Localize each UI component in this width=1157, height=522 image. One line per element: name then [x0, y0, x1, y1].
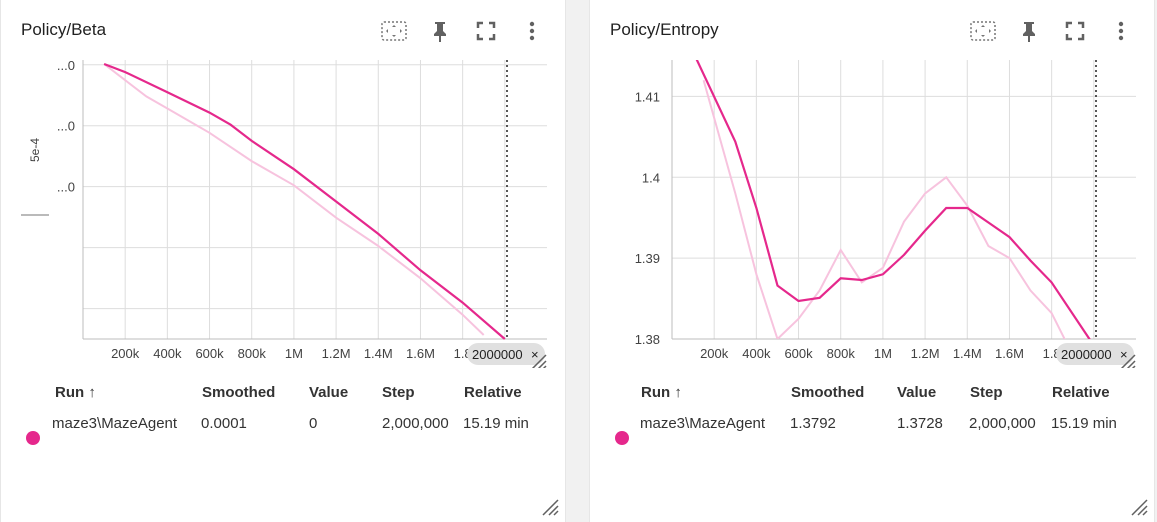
- x-tick-label: 800k: [238, 346, 267, 361]
- card-title: Policy/Beta: [21, 20, 107, 39]
- pin-icon: [1023, 22, 1035, 42]
- chart-policy-beta[interactable]: 5e-4 200k 400k 600k 800k 1M 1.2M 1.4M 1.6M 1.8 .…: [1, 58, 567, 368]
- more-vert-icon: [529, 21, 535, 41]
- series-smoothed-line: [695, 60, 1091, 339]
- run-color-dot[interactable]: [615, 431, 629, 445]
- header-run[interactable]: Run ↑: [641, 384, 682, 401]
- card-title: Policy/Entropy: [610, 20, 719, 39]
- more-vert-icon: [1118, 21, 1124, 41]
- x-tick-label: 1.6M: [995, 346, 1024, 361]
- fit-domain-button[interactable]: [960, 14, 1006, 48]
- gridlines: [83, 60, 547, 339]
- chart-svg[interactable]: 5e-4 200k 400k 600k 800k 1M 1.2M 1.4M 1.6M 1.8 .…: [1, 58, 567, 368]
- card-resize-handle-icon[interactable]: [1130, 498, 1148, 516]
- header-smoothed[interactable]: Smoothed: [791, 384, 865, 401]
- row-run: maze3\MazeAgent: [640, 415, 766, 432]
- row-value: 1.3728: [897, 415, 943, 432]
- card-toolbar: [371, 14, 555, 48]
- x-tick-label: 1.8: [1043, 346, 1061, 361]
- step-tag[interactable]: 2000000 ×: [467, 343, 545, 365]
- chart-svg[interactable]: 200k 400k 600k 800k 1M 1.2M 1.4M 1.6M 1.8 1.41 1.…: [590, 58, 1156, 368]
- x-tick-label: 1.8: [454, 346, 472, 361]
- header-step[interactable]: Step: [382, 384, 415, 401]
- row-step: 2,000,000: [382, 415, 449, 432]
- fullscreen-button[interactable]: [1052, 14, 1098, 48]
- card-policy-entropy: Policy/Entropy 200k 400k 600k 800k 1M 1.2M 1.4…: [589, 0, 1155, 522]
- close-icon[interactable]: ×: [1120, 347, 1128, 362]
- header-relative[interactable]: Relative: [1052, 384, 1110, 401]
- y-tick-label: ...0: [57, 58, 75, 73]
- x-tick-label: 1.6M: [406, 346, 435, 361]
- chart-policy-entropy[interactable]: 200k 400k 600k 800k 1M 1.2M 1.4M 1.6M 1.8 1.41 1.…: [590, 58, 1156, 368]
- pin-icon: [434, 22, 446, 42]
- row-smoothed: 1.3792: [790, 415, 836, 432]
- fullscreen-button[interactable]: [463, 14, 509, 48]
- x-tick-label: 600k: [195, 346, 224, 361]
- header-step[interactable]: Step: [970, 384, 1003, 401]
- x-tick-label: 1.4M: [953, 346, 982, 361]
- gridlines: [672, 60, 1136, 340]
- series-smoothed-line: [103, 62, 506, 340]
- more-options-button[interactable]: [509, 14, 555, 48]
- run-color-dot[interactable]: [26, 431, 40, 445]
- header-smoothed[interactable]: Smoothed: [202, 384, 276, 401]
- step-tag-value: 2000000: [472, 347, 523, 362]
- row-smoothed: 0.0001: [201, 415, 247, 432]
- header-run[interactable]: Run ↑: [55, 384, 96, 401]
- x-tick-label: 1.4M: [364, 346, 393, 361]
- row-step: 2,000,000: [969, 415, 1036, 432]
- fullscreen-icon: [1065, 21, 1085, 41]
- more-options-button[interactable]: [1098, 14, 1144, 48]
- chart-resize-handle-icon[interactable]: [531, 354, 547, 368]
- header-relative[interactable]: Relative: [464, 384, 522, 401]
- x-tick-label: 200k: [111, 346, 140, 361]
- x-tick-label: 200k: [700, 346, 729, 361]
- fit-domain-button[interactable]: [371, 14, 417, 48]
- row-relative: 15.19 min: [1051, 415, 1117, 432]
- y-tick-label: 1.39: [635, 251, 660, 266]
- y-tick-label: ...0: [57, 119, 75, 134]
- y-tick-label: 1.4: [642, 170, 660, 185]
- x-tick-label: 600k: [784, 346, 813, 361]
- step-tag[interactable]: 2000000 ×: [1056, 343, 1134, 365]
- x-tick-label: 1M: [874, 346, 892, 361]
- y-tick-label: ...0: [57, 180, 75, 195]
- x-tick-label: 800k: [827, 346, 856, 361]
- close-icon[interactable]: ×: [531, 347, 539, 362]
- row-value: 0: [309, 415, 318, 432]
- card-resize-handle-icon[interactable]: [541, 498, 559, 516]
- y-tick-label: 1.41: [635, 89, 660, 104]
- step-tag-value: 2000000: [1061, 347, 1112, 362]
- chart-resize-handle-icon[interactable]: [1120, 354, 1136, 368]
- header-value[interactable]: Value: [897, 384, 937, 401]
- row-run: maze3\MazeAgent: [52, 415, 178, 432]
- fit-domain-icon: [381, 21, 407, 41]
- series-raw-line: [702, 79, 1066, 339]
- pin-button[interactable]: [417, 14, 463, 48]
- y-scale-label: 5e-4: [28, 138, 42, 162]
- series-raw-line: [103, 63, 485, 336]
- pin-button[interactable]: [1006, 14, 1052, 48]
- x-tick-label: 1.2M: [322, 346, 351, 361]
- card-toolbar: [960, 14, 1144, 48]
- card-policy-beta: Policy/Beta 5e-4 200k 400k 600k 800k 1M 1.2M 1…: [0, 0, 566, 522]
- fit-domain-icon: [970, 21, 996, 41]
- x-tick-label: 1.2M: [911, 346, 940, 361]
- y-tick-label: 1.38: [635, 332, 660, 347]
- x-tick-label: 400k: [153, 346, 182, 361]
- x-tick-label: 400k: [742, 346, 771, 361]
- header-value[interactable]: Value: [309, 384, 349, 401]
- fullscreen-icon: [476, 21, 496, 41]
- x-tick-label: 1M: [285, 346, 303, 361]
- row-relative: 15.19 min: [463, 415, 529, 432]
